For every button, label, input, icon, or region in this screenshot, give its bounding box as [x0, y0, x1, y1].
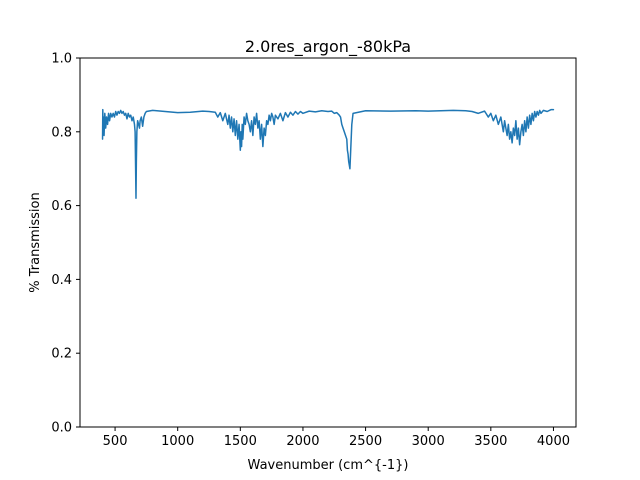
- x-axis-ticks: 500 1000 1500 2000 2500 3000 3500 4000: [103, 427, 570, 449]
- x-tick-label: 3000: [412, 434, 445, 449]
- x-tick-label: 3500: [474, 434, 507, 449]
- chart-title: 2.0res_argon_-80kPa: [245, 37, 411, 57]
- x-tick-label: 2000: [286, 434, 319, 449]
- y-tick-label: 0.4: [51, 273, 72, 288]
- x-tick-label: 4000: [537, 434, 570, 449]
- y-tick-label: 0.6: [51, 199, 72, 214]
- series-line-0: [101, 108, 555, 199]
- y-axis-label: % Transmission: [28, 192, 43, 292]
- axes-frame: [79, 57, 577, 428]
- x-tick-label: 2500: [349, 434, 382, 449]
- y-tick-label: 1.0: [51, 52, 72, 67]
- x-axis-label: Wavenumber (cm^{-1}): [248, 458, 409, 473]
- y-tick-label: 0.2: [51, 347, 72, 362]
- x-tick-label: 500: [103, 434, 128, 449]
- x-tick-label: 1500: [224, 434, 257, 449]
- x-tick-label: 1000: [161, 434, 194, 449]
- y-tick-label: 0.0: [51, 421, 72, 436]
- y-axis-ticks: 0.0 0.2 0.4 0.6 0.8 1.0: [51, 52, 80, 436]
- y-tick-label: 0.8: [51, 125, 72, 140]
- plot-area: [101, 108, 555, 199]
